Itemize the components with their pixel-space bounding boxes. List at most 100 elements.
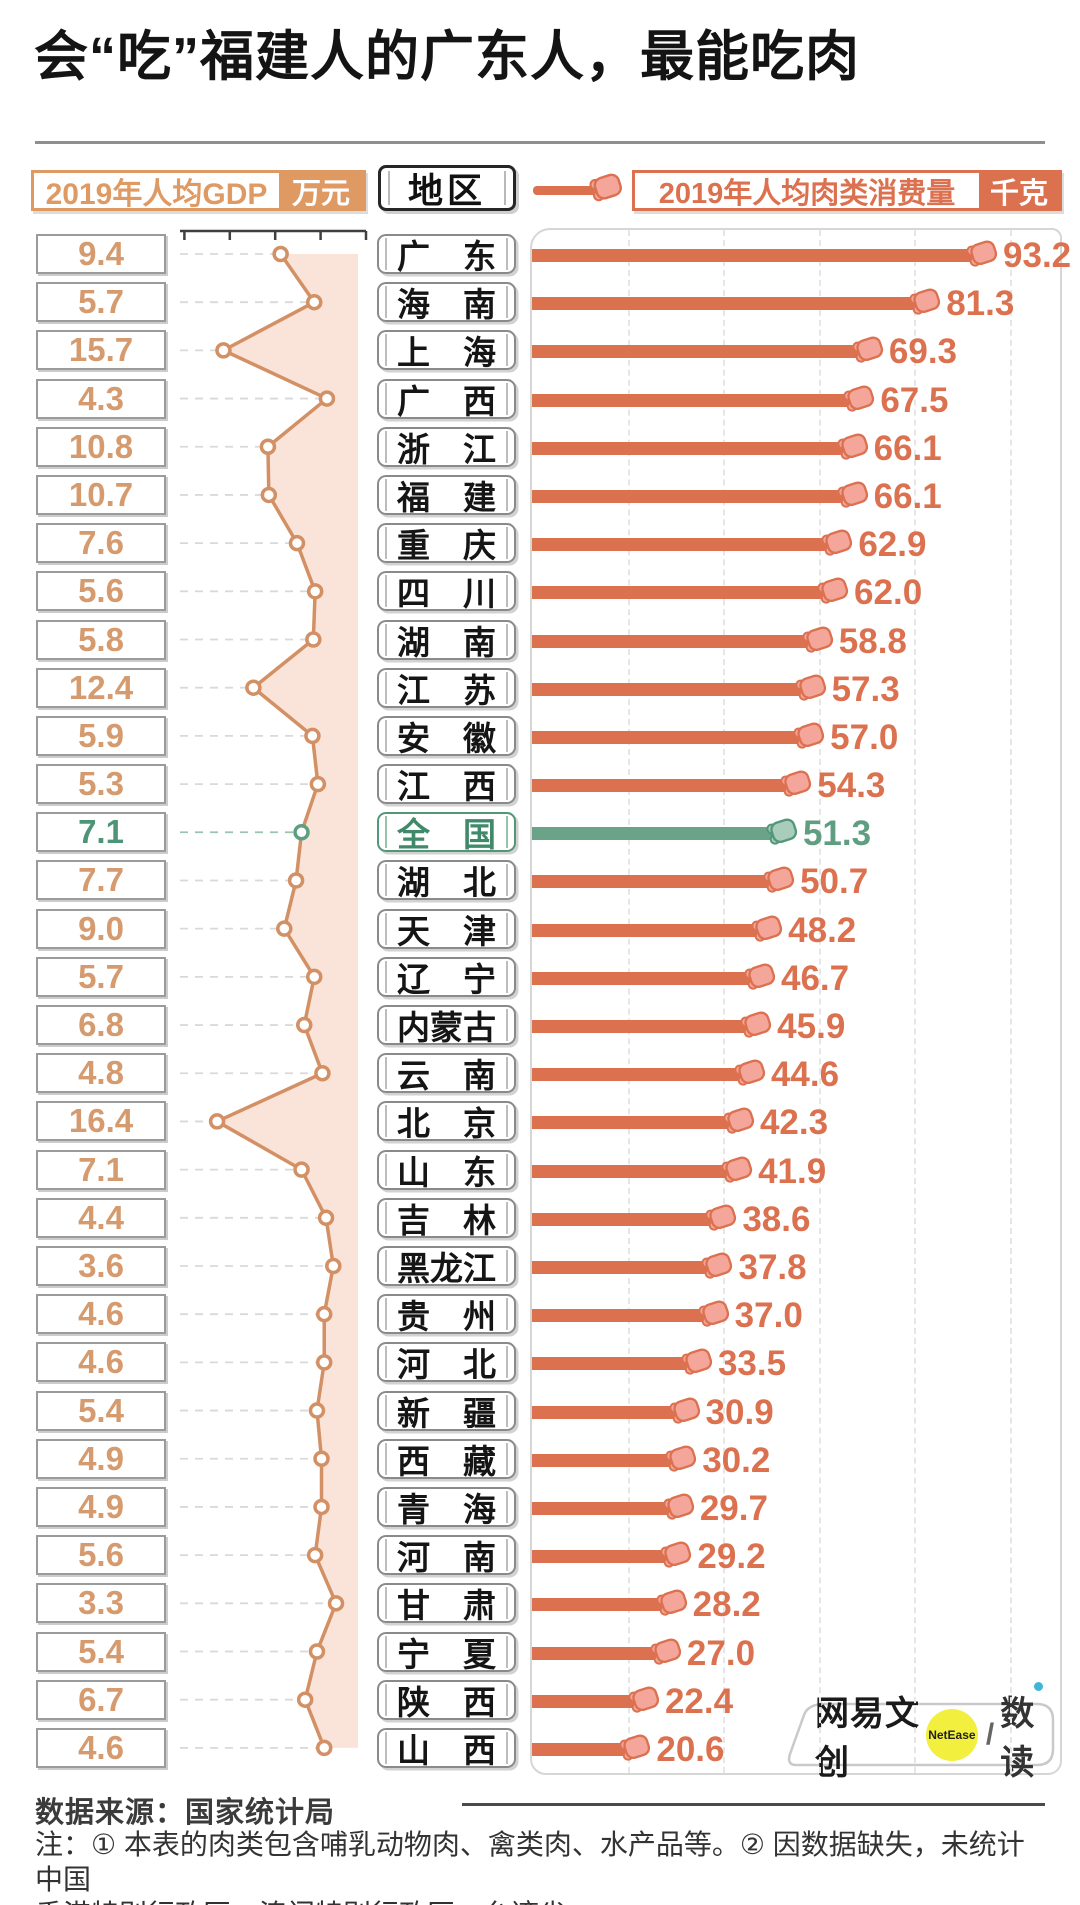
gdp-point — [296, 1016, 313, 1034]
region-label: 全 国 — [377, 812, 516, 853]
bar-row: 58.8 — [532, 622, 1060, 662]
gdp-value: 9.0 — [36, 908, 166, 949]
gdp-value: 7.7 — [36, 860, 166, 901]
bar-pig-marker — [659, 1540, 693, 1574]
gdp-point — [260, 486, 278, 504]
meat-bar — [532, 779, 792, 793]
meat-bar-chart: 网易文创 NetEase / 数读 93.2 81.3 — [530, 228, 1071, 1782]
pig-icon — [751, 915, 783, 942]
meat-value: 38.6 — [742, 1199, 811, 1239]
gdp-point — [276, 920, 293, 937]
bar-row: 42.3 — [532, 1103, 1060, 1143]
meat-unit-badge: 千克 — [979, 173, 1059, 210]
region-label: 浙 江 — [377, 426, 516, 468]
pig-icon — [589, 173, 622, 202]
region-label: 湖 北 — [377, 860, 516, 901]
pig-icon — [966, 240, 998, 267]
gdp-value: 5.9 — [36, 715, 166, 756]
pig-icon — [723, 1107, 755, 1135]
pig-icon — [663, 1493, 694, 1520]
gdp-point — [288, 534, 306, 552]
meat-bar — [532, 1164, 733, 1178]
bar-row: 29.2 — [532, 1537, 1060, 1577]
gdp-value: 7.6 — [36, 523, 166, 564]
gdp-value: 4.9 — [36, 1486, 166, 1527]
bar-pig-marker — [649, 1637, 683, 1671]
region-label: 北 京 — [377, 1101, 516, 1142]
pig-icon — [701, 1252, 733, 1279]
pig-icon — [763, 866, 795, 894]
gdp-line-chart — [180, 229, 368, 1757]
netease-logo-plate: 网易文创 NetEase / 数读 — [785, 1682, 1057, 1782]
region-label: 河 南 — [377, 1535, 516, 1576]
meat-bar — [532, 1068, 745, 1082]
logo-slash: / — [985, 1718, 995, 1751]
region-label: 新 疆 — [377, 1390, 516, 1432]
pig-icon — [650, 1638, 682, 1665]
gdp-value: 7.1 — [36, 1149, 166, 1190]
meat-value: 30.2 — [702, 1440, 771, 1480]
bar-row: 48.2 — [532, 911, 1060, 951]
gdp-point — [313, 1450, 330, 1467]
pig-icon — [780, 770, 812, 797]
region-label: 河 北 — [377, 1342, 516, 1383]
meat-value: 62.0 — [854, 573, 923, 613]
meat-bar — [532, 1405, 680, 1419]
pig-icon — [744, 963, 776, 990]
meat-bar — [532, 441, 848, 455]
logo-brand: 网易文创 — [815, 1695, 920, 1782]
meat-bar — [532, 1550, 672, 1564]
meat-bar — [532, 489, 848, 503]
bar-row: 22.4 — [532, 1682, 1060, 1722]
pig-icon — [588, 172, 624, 207]
bar-pig-marker — [765, 817, 799, 851]
meat-value: 45.9 — [777, 1007, 846, 1047]
gdp-value: 3.6 — [36, 1245, 166, 1286]
bar-pig-marker — [836, 480, 870, 514]
meat-value: 66.1 — [873, 476, 942, 516]
gdp-point — [306, 583, 324, 600]
meat-bar — [532, 1020, 752, 1034]
bar-row: 50.7 — [532, 862, 1060, 902]
gdp-value: 12.4 — [36, 667, 166, 708]
pig-icon — [817, 577, 849, 604]
gdp-value: 6.8 — [36, 1005, 166, 1046]
meat-value: 42.3 — [759, 1103, 829, 1143]
gdp-value: 5.7 — [36, 282, 166, 323]
meat-legend-line — [533, 186, 609, 195]
bar-row: 28.2 — [532, 1585, 1060, 1625]
pig-icon — [794, 674, 826, 701]
gdp-value: 4.3 — [36, 378, 166, 419]
region-label: 西 藏 — [377, 1438, 516, 1480]
gdp-point — [315, 1305, 333, 1323]
meat-bar — [532, 1646, 661, 1660]
gdp-value: 4.9 — [36, 1438, 166, 1479]
gdp-value: 15.7 — [36, 330, 166, 371]
bar-pig-marker — [733, 1058, 767, 1092]
pig-icon — [705, 1204, 737, 1231]
gdp-point — [308, 1402, 326, 1419]
title-divider — [35, 141, 1045, 144]
meat-value: 46.7 — [780, 958, 850, 998]
gdp-point — [208, 1113, 226, 1130]
region-label: 云 南 — [377, 1053, 516, 1094]
gdp-value: 4.6 — [36, 1727, 166, 1768]
bar-row: 66.1 — [532, 429, 1060, 469]
gdp-value: 10.8 — [36, 426, 166, 467]
gdp-unit-badge: 万元 — [279, 173, 363, 210]
gdp-value: 9.4 — [36, 234, 166, 274]
pig-icon — [721, 1156, 753, 1183]
meat-bar — [532, 297, 921, 311]
region-label: 山 西 — [377, 1727, 516, 1769]
gdp-value: 5.8 — [36, 619, 166, 660]
region-label: 宁 夏 — [377, 1631, 516, 1673]
bar-pig-marker — [908, 287, 942, 321]
gdp-value: 4.4 — [36, 1197, 166, 1238]
meat-value: 33.5 — [717, 1344, 787, 1384]
pig-icon — [766, 818, 798, 845]
gdp-point — [293, 1161, 310, 1178]
gdp-value: 4.8 — [36, 1053, 166, 1094]
bar-row: 30.9 — [532, 1393, 1060, 1433]
pig-icon — [668, 1397, 700, 1424]
gdp-point — [305, 293, 323, 311]
